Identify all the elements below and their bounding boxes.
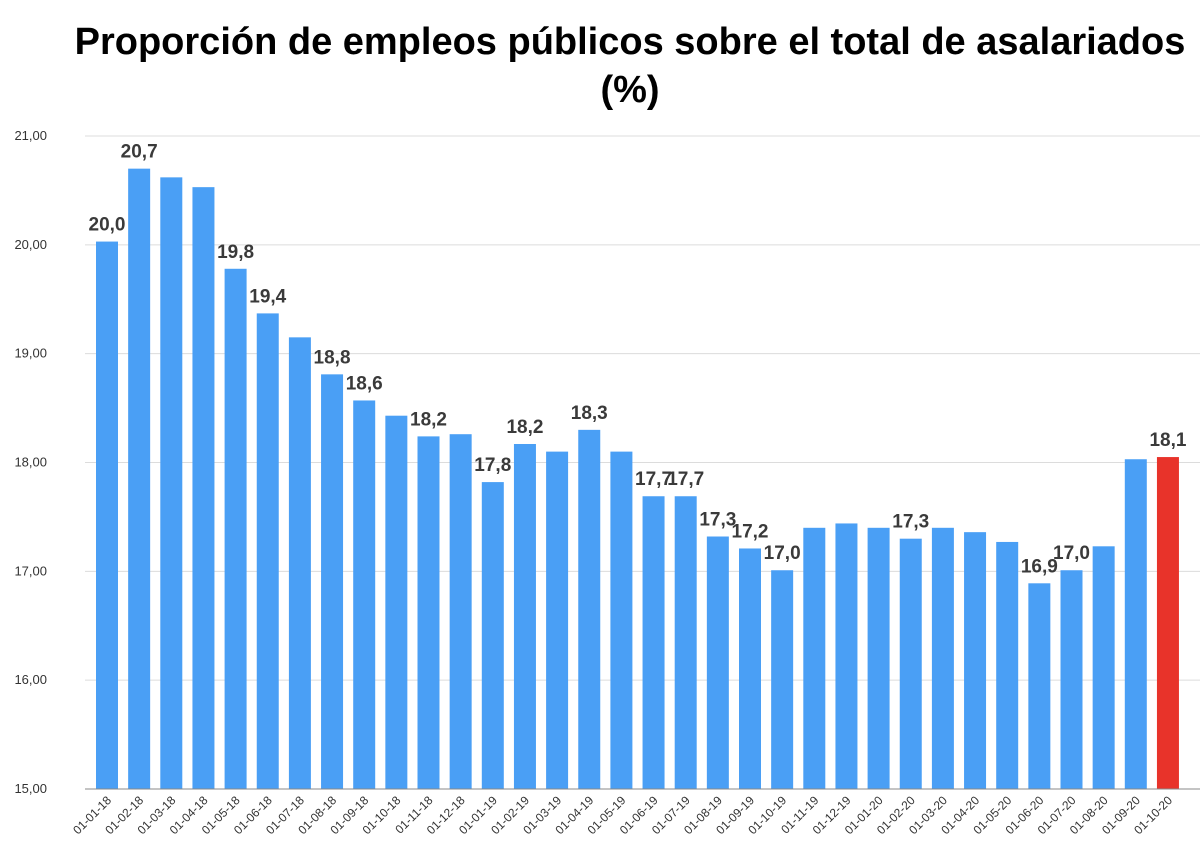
bar (835, 523, 858, 789)
bar (739, 548, 761, 789)
y-tick-label: 19,00 (14, 346, 47, 361)
y-tick-label: 21,00 (14, 128, 47, 143)
data-label: 17,3 (699, 510, 736, 531)
data-label: 17,8 (474, 455, 511, 476)
data-labels: 20,0 20,7 19,8 19,4 18,8 18,6 18,2 17,8 18,2 18,3… (89, 142, 1187, 578)
bar (385, 415, 408, 789)
bar (771, 570, 794, 789)
chart-title-unit: (%) (600, 69, 660, 111)
y-tick-label: 17,00 (14, 563, 47, 578)
data-label: 16,9 (1021, 556, 1058, 577)
bar (224, 268, 247, 789)
bar (288, 337, 311, 789)
bar (706, 536, 729, 789)
data-label: 18,2 (506, 417, 543, 438)
bar (578, 429, 601, 789)
data-label: 17,0 (1053, 543, 1090, 564)
bar (192, 187, 215, 789)
bar (353, 400, 376, 789)
data-label: 20,0 (89, 215, 126, 236)
bars (96, 168, 1179, 789)
bar (1060, 570, 1083, 789)
bar (513, 443, 536, 789)
data-label: 17,7 (635, 469, 672, 490)
bar (481, 482, 504, 789)
bar (964, 532, 987, 789)
data-label: 18,8 (314, 347, 351, 368)
data-label: 17,0 (764, 543, 801, 564)
data-label: 17,3 (892, 512, 929, 533)
bar (546, 451, 569, 789)
bar (1124, 459, 1147, 789)
y-tick-label: 18,00 (14, 455, 47, 470)
bar (610, 451, 633, 789)
axes: 15,0016,0017,0018,0019,0020,0021,0001-01… (14, 128, 1200, 837)
bar (996, 541, 1019, 789)
bar (867, 527, 890, 789)
bar (417, 436, 440, 789)
data-label: 19,8 (217, 242, 254, 263)
bar (642, 496, 665, 789)
bar (321, 374, 344, 789)
bar (1092, 546, 1115, 789)
data-label: 17,7 (667, 469, 704, 490)
data-label: 18,2 (410, 409, 447, 430)
bar (128, 168, 151, 789)
data-label: 19,4 (249, 286, 286, 307)
bar (899, 538, 922, 789)
bar (1028, 583, 1051, 789)
y-tick-label: 15,00 (14, 781, 47, 796)
bar (803, 527, 826, 789)
data-label: 17,2 (732, 521, 769, 542)
bar (674, 496, 697, 789)
bar (931, 527, 954, 789)
bar (160, 177, 183, 789)
bar-highlight (1156, 457, 1179, 789)
y-tick-label: 16,00 (14, 672, 47, 687)
chart-title: Proporción de empleos públicos sobre el … (0, 18, 1200, 114)
bar (96, 241, 118, 789)
bar (449, 434, 472, 789)
data-label: 18,6 (346, 373, 383, 394)
data-label: 18,1 (1149, 430, 1186, 451)
data-label: 20,7 (121, 142, 158, 163)
chart-title-main: Proporción de empleos públicos sobre el … (74, 21, 1186, 63)
y-tick-label: 20,00 (14, 237, 47, 252)
data-label: 18,3 (571, 403, 608, 424)
bar (256, 313, 279, 789)
